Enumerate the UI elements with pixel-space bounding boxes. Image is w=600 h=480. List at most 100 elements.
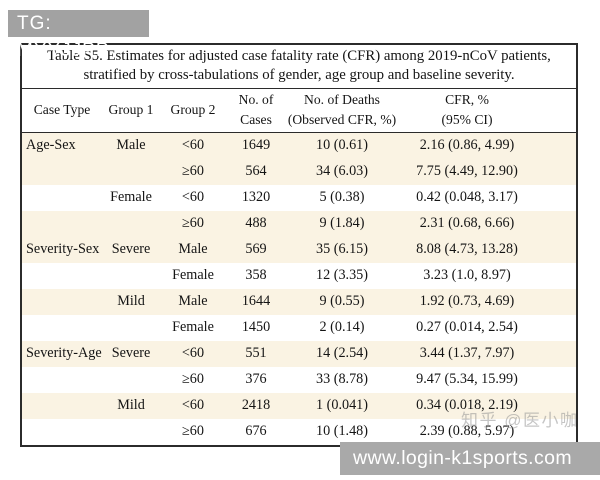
header-cfr-ci: CFR, % (95% CI) bbox=[398, 89, 576, 133]
cell-no-of-cases: 676 bbox=[245, 423, 267, 440]
cell-no-of-cases: 551 bbox=[226, 340, 286, 367]
cell-group1 bbox=[102, 263, 160, 289]
header-group2: Group 2 bbox=[160, 89, 226, 133]
cell-no-of-deaths: 35 (6.15) bbox=[286, 236, 398, 263]
cell-cfr-ci: 9.47 (5.34, 15.99) bbox=[416, 371, 518, 388]
cell-no-of-deaths: 10 (1.48) bbox=[315, 423, 368, 440]
cell-group2: <60 bbox=[160, 340, 226, 367]
cell-case-type bbox=[22, 158, 102, 185]
cell-cfr-ci: 3.44 (1.37, 7.97) bbox=[398, 340, 576, 367]
cell-case-type bbox=[22, 419, 102, 445]
table-row: Female <60 1320 5 (0.38) 0.42 (0.048, 3.… bbox=[22, 185, 576, 211]
cell-cfr-ci: 7.75 (4.49, 12.90) bbox=[398, 158, 576, 185]
header-group1: Group 1 bbox=[102, 89, 160, 133]
cell-no-of-cases: 1649 bbox=[226, 132, 286, 159]
cell-no-of-cases: 1320 bbox=[241, 189, 271, 206]
cell-group1 bbox=[102, 315, 160, 341]
cfr-data-grid: Case Type Group 1 Group 2 No. of Cases N… bbox=[22, 89, 576, 444]
header-case-type: Case Type bbox=[22, 89, 102, 133]
cell-case-type bbox=[22, 288, 102, 315]
table-body: Age-Sex Male <60 1649 10 (0.61) 2.16 (0.… bbox=[22, 132, 576, 445]
table-row: Mild Male 1644 9 (0.55) 1.92 (0.73, 4.69… bbox=[22, 288, 576, 315]
cell-no-of-deaths: 34 (6.03) bbox=[286, 158, 398, 185]
cell-group1 bbox=[102, 367, 160, 393]
cell-case-type bbox=[22, 315, 102, 341]
cell-case-type bbox=[22, 367, 102, 393]
cell-group2: Male bbox=[160, 236, 226, 263]
watermark-top-badge: TG: MYYJJPP bbox=[8, 10, 149, 61]
table-row: Female 358 12 (3.35) 3.23 (1.0, 8.97) bbox=[22, 263, 576, 289]
cell-group1 bbox=[102, 210, 160, 237]
cell-cfr-ci: 1.92 (0.73, 4.69) bbox=[398, 288, 576, 315]
cell-case-type bbox=[22, 263, 102, 289]
watermark-top-text: TG: MYYJJPP bbox=[17, 13, 110, 61]
cell-no-of-deaths: 10 (0.61) bbox=[286, 132, 398, 159]
table-title-line1: Table S5. Estimates for adjusted case fa… bbox=[47, 48, 551, 64]
cell-no-of-deaths: 5 (0.38) bbox=[319, 189, 365, 206]
cell-no-of-deaths: 2 (0.14) bbox=[319, 319, 365, 336]
cell-group2: Female bbox=[172, 267, 214, 284]
cell-group1: Severe bbox=[102, 236, 160, 263]
cell-group1 bbox=[102, 158, 160, 185]
table-title-line2: stratified by cross-tabulations of gende… bbox=[83, 67, 515, 84]
cell-cfr-ci: 0.34 (0.018, 2.19) bbox=[398, 392, 576, 419]
cell-no-of-deaths: 33 (8.78) bbox=[315, 371, 368, 388]
cell-group2: <60 bbox=[181, 189, 205, 206]
table-header: Case Type Group 1 Group 2 No. of Cases N… bbox=[22, 89, 576, 133]
table-row: ≥60 488 9 (1.84) 2.31 (0.68, 6.66) bbox=[22, 210, 576, 237]
table-row: ≥60 376 33 (8.78) 9.47 (5.34, 15.99) bbox=[22, 367, 576, 393]
cell-case-type: Severity-Age bbox=[22, 340, 102, 367]
table-title: Table S5. Estimates for adjusted case fa… bbox=[22, 45, 576, 90]
cell-group1: Severe bbox=[102, 340, 160, 367]
cell-cfr-ci: 2.39 (0.88, 5.97) bbox=[419, 423, 515, 440]
cell-no-of-cases: 1450 bbox=[241, 319, 271, 336]
cell-group2: ≥60 bbox=[160, 210, 226, 237]
cell-group2: Male bbox=[160, 288, 226, 315]
table-row: Severity-Age Severe <60 551 14 (2.54) 3.… bbox=[22, 340, 576, 367]
cell-group2: ≥60 bbox=[182, 423, 204, 440]
cell-no-of-cases: 2418 bbox=[226, 392, 286, 419]
cell-cfr-ci: 2.31 (0.68, 6.66) bbox=[398, 210, 576, 237]
cell-group1: Male bbox=[102, 132, 160, 159]
table-row: Age-Sex Male <60 1649 10 (0.61) 2.16 (0.… bbox=[22, 132, 576, 159]
cell-no-of-cases: 569 bbox=[226, 236, 286, 263]
cell-case-type bbox=[22, 392, 102, 419]
cell-no-of-cases: 358 bbox=[245, 267, 267, 284]
watermark-bottom-text: www.login-k1sports.com bbox=[353, 447, 573, 469]
cell-cfr-ci: 0.27 (0.014, 2.54) bbox=[416, 319, 518, 336]
table-row: Severity-Sex Severe Male 569 35 (6.15) 8… bbox=[22, 236, 576, 263]
cell-group1 bbox=[102, 419, 160, 445]
cell-group1: Mild bbox=[102, 288, 160, 315]
faint-watermark: 知乎 @医小咖 bbox=[461, 411, 579, 430]
cell-cfr-ci: 2.16 (0.86, 4.99) bbox=[398, 132, 576, 159]
header-no-of-cases: No. of Cases bbox=[226, 89, 286, 133]
cell-group1: Female bbox=[110, 189, 152, 206]
table-row: ≥60 676 10 (1.48) 2.39 (0.88, 5.97) bbox=[22, 419, 576, 445]
cell-case-type bbox=[22, 210, 102, 237]
table-row: ≥60 564 34 (6.03) 7.75 (4.49, 12.90) bbox=[22, 158, 576, 185]
cell-cfr-ci: 0.42 (0.048, 3.17) bbox=[416, 189, 518, 206]
header-no-of-deaths: No. of Deaths (Observed CFR, %) bbox=[286, 89, 398, 133]
cell-no-of-cases: 1644 bbox=[226, 288, 286, 315]
cell-case-type: Severity-Sex bbox=[22, 236, 102, 263]
cell-cfr-ci: 3.23 (1.0, 8.97) bbox=[423, 267, 511, 284]
cell-case-type: Age-Sex bbox=[22, 132, 102, 159]
cell-group2: Female bbox=[172, 319, 214, 336]
cell-no-of-cases: 564 bbox=[226, 158, 286, 185]
cell-cfr-ci: 8.08 (4.73, 13.28) bbox=[398, 236, 576, 263]
cell-group2: <60 bbox=[160, 132, 226, 159]
table-row: Mild <60 2418 1 (0.041) 0.34 (0.018, 2.1… bbox=[22, 392, 576, 419]
cell-case-type bbox=[22, 185, 102, 211]
cell-no-of-cases: 376 bbox=[245, 371, 267, 388]
cell-no-of-cases: 488 bbox=[226, 210, 286, 237]
cell-no-of-deaths: 1 (0.041) bbox=[286, 392, 398, 419]
table-row: Female 1450 2 (0.14) 0.27 (0.014, 2.54) bbox=[22, 315, 576, 341]
cell-group2: <60 bbox=[160, 392, 226, 419]
cell-no-of-deaths: 9 (0.55) bbox=[286, 288, 398, 315]
cell-group1: Mild bbox=[102, 392, 160, 419]
cell-no-of-deaths: 9 (1.84) bbox=[286, 210, 398, 237]
cell-group2: ≥60 bbox=[160, 158, 226, 185]
cell-no-of-deaths: 12 (3.35) bbox=[315, 267, 368, 284]
watermark-bottom-bar: www.login-k1sports.com bbox=[340, 442, 600, 475]
cfr-table: Table S5. Estimates for adjusted case fa… bbox=[20, 43, 578, 447]
